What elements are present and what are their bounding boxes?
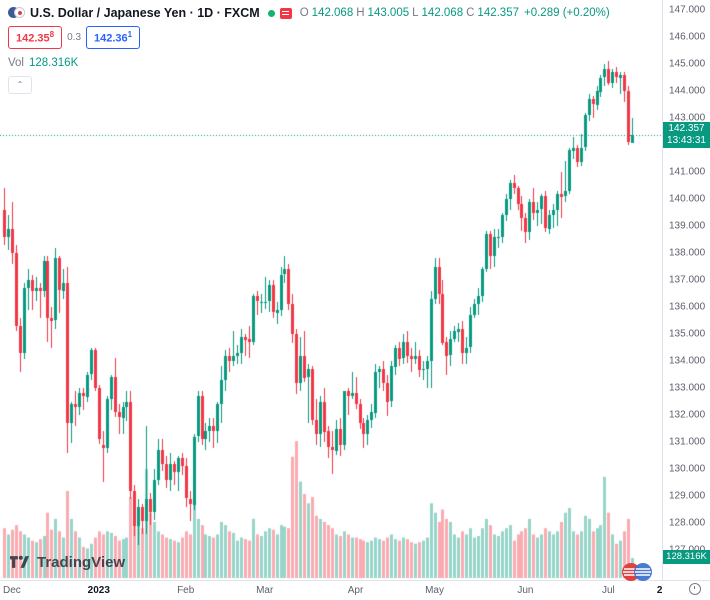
price-axis-label: 135.000	[669, 328, 706, 340]
price-axis-label: 127.000	[669, 545, 705, 556]
bid-price-fraction: 8	[49, 30, 55, 39]
market-status-icon	[267, 9, 275, 17]
spread-value: 0.3	[67, 31, 82, 43]
ask-price: 142.36	[94, 32, 128, 45]
tradingview-logo[interactable]: TradingView	[10, 553, 125, 571]
ask-price-fraction: 1	[127, 30, 133, 39]
price-axis-label: 136.000	[669, 301, 706, 313]
time-axis-label: 2023	[87, 585, 110, 596]
price-axis-label: 147.000	[669, 4, 706, 16]
legend-symbol-row: U.S. Dollar / Japanese Yen · 1D · FXCM O…	[8, 6, 610, 20]
low-label: L	[412, 7, 419, 19]
last-price-value: 142.357	[668, 123, 705, 135]
open-value: 142.068	[311, 7, 354, 19]
volume-axis-badge: 128.316K	[663, 550, 710, 565]
price-axis-label: 137.000	[669, 274, 706, 286]
price-axis-label: 146.000	[669, 31, 706, 43]
time-axis-label: 2	[656, 585, 663, 596]
volume-value: 128.316K	[29, 56, 79, 69]
volume-label: Vol	[8, 56, 24, 69]
price-axis-label: 144.000	[669, 85, 706, 97]
price-axis-label: 131.000	[669, 436, 706, 448]
price-axis-label: 138.000	[669, 247, 706, 259]
high-value: 143.005	[367, 7, 410, 19]
high-label: H	[356, 7, 365, 19]
ohlc-values: O 142.068 H 143.005 L 142.068 C 142.357 +0.2…	[300, 7, 610, 19]
price-axis[interactable]: 147.000146.000145.000144.000143.000142.0…	[662, 0, 710, 580]
price-axis-label: 145.000	[669, 58, 706, 70]
time-axis-label: Dec	[2, 585, 21, 596]
legend-collapse-button[interactable]: ⌃	[8, 75, 32, 94]
open-label: O	[299, 7, 309, 19]
price-axis-label: 140.000	[669, 193, 706, 205]
exchange-logo-icon	[279, 7, 292, 19]
price-axis-label: 139.000	[669, 220, 706, 232]
change-value: +0.289 (+0.20%)	[524, 7, 610, 19]
price-axis-label: 129.000	[669, 490, 706, 502]
close-label: C	[466, 7, 475, 19]
time-axis-label: May	[425, 585, 444, 596]
tradingview-glyph-icon	[10, 555, 30, 568]
bid-ask-row: 142.358 0.3 142.361	[8, 26, 610, 49]
price-axis-label: 141.000	[669, 166, 706, 178]
price-axis-label: 134.000	[669, 355, 706, 367]
price-axis-label: 130.000	[669, 463, 706, 475]
close-value: 142.357	[477, 7, 519, 19]
last-price-badge: 142.357 13:43:31	[663, 122, 710, 149]
timezone-clock-icon[interactable]	[689, 583, 701, 595]
sell-button[interactable]: 142.358	[8, 26, 63, 49]
price-axis-label: 128.000	[669, 517, 706, 529]
time-axis-label: Apr	[347, 585, 364, 596]
provider-logo-icon	[622, 563, 652, 581]
candlestick-chart-canvas[interactable]	[0, 0, 662, 580]
volume-row: Vol 128.316K	[8, 57, 610, 69]
currency-pair-logo-icon	[8, 7, 25, 19]
time-axis-label: Feb	[177, 585, 195, 596]
time-axis[interactable]: Dec 2023 Feb Mar Apr May Jun Jul 2	[0, 580, 710, 600]
buy-button[interactable]: 142.361	[86, 26, 141, 49]
time-axis-label: Jul	[601, 585, 615, 596]
chevron-up-icon: ⌃	[16, 79, 24, 89]
chart-legend: U.S. Dollar / Japanese Yen · 1D · FXCM O…	[8, 6, 610, 94]
bar-countdown: 13:43:31	[667, 135, 706, 147]
time-axis-label: Mar	[256, 585, 274, 596]
tradingview-wordmark: TradingView	[37, 553, 126, 571]
price-axis-label: 133.000	[669, 382, 706, 394]
price-axis-label: 143.000	[669, 112, 706, 124]
symbol-title[interactable]: U.S. Dollar / Japanese Yen · 1D · FXCM	[30, 6, 260, 20]
bid-price: 142.35	[16, 32, 50, 45]
time-axis-label: Jun	[517, 585, 534, 596]
low-value: 142.068	[421, 7, 464, 19]
price-axis-label: 132.000	[669, 409, 706, 421]
